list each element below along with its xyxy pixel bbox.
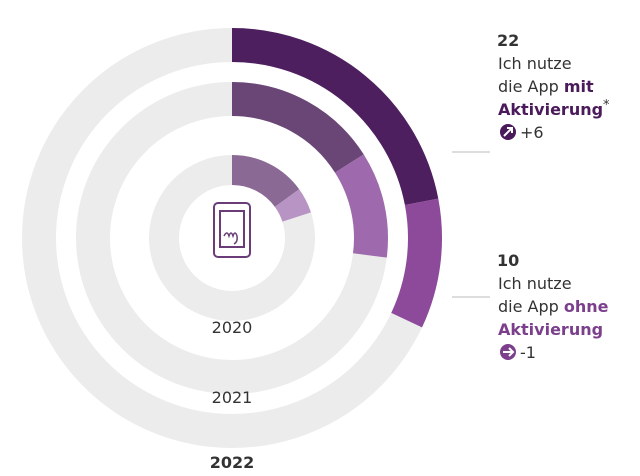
label-line: die App mit [498, 77, 594, 96]
ring-segment [334, 154, 388, 258]
ring-label: 2020 [212, 318, 253, 337]
label-line: Aktivierung [498, 320, 603, 339]
ring-segment [391, 198, 442, 328]
label-part: Aktivierung [498, 100, 603, 119]
label-part: ohne [564, 297, 609, 316]
ring-segment [231, 155, 300, 208]
tablet-icon [213, 202, 251, 258]
ring-label: 2021 [212, 388, 253, 407]
big-value: 22 [497, 31, 519, 50]
change-arrow [503, 127, 513, 137]
label-line: Ich nutze [498, 274, 572, 293]
label-part: die App [498, 297, 564, 316]
ring-segment [231, 82, 364, 173]
label-line: Ich nutze [498, 54, 572, 73]
label-part: mit [564, 77, 594, 96]
label-line: die App ohne [498, 297, 609, 316]
change-value: -1 [520, 343, 536, 362]
label-part: * [603, 98, 610, 113]
change-value: +6 [520, 123, 544, 142]
label-line: Aktivierung* [498, 98, 610, 119]
ring-label: 2022 [210, 453, 255, 472]
ring-segment [274, 189, 311, 223]
ring-segment [231, 28, 439, 206]
label-part: Aktivierung [498, 320, 603, 339]
label-part: die App [498, 77, 564, 96]
change-arrow [503, 347, 515, 357]
big-value: 10 [497, 251, 519, 270]
